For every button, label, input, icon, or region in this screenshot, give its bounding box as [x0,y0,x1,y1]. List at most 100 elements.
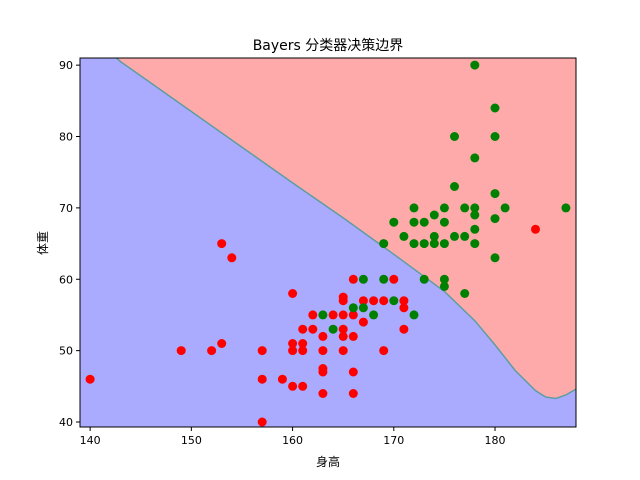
green-point [470,210,480,220]
green-point [419,274,429,284]
green-point [409,239,419,249]
x-tick-label: 140 [80,434,101,447]
green-point [450,182,459,191]
red-point [348,274,358,284]
green-point [379,274,389,284]
green-point [439,281,449,291]
red-point [328,310,338,320]
green-point [429,210,439,220]
red-point [531,224,540,234]
red-point [288,339,298,348]
red-point [227,253,237,263]
green-point [470,60,480,70]
green-point [379,239,389,249]
green-point [470,203,480,213]
y-axis-label: 体重 [36,231,50,255]
green-point [490,253,500,263]
green-point [500,203,510,213]
red-point [318,331,328,341]
red-point [288,381,298,391]
green-point [328,324,338,334]
x-tick-label: 170 [383,434,404,447]
decision-boundary-line [115,58,576,400]
red-point [399,324,409,334]
green-point [348,303,358,313]
x-tick-label: 180 [485,434,506,447]
red-point [338,324,348,334]
green-point [470,239,480,249]
green-point [470,153,480,163]
green-point [450,132,459,141]
chart-title: Bayers 分类器决策边界 [253,37,404,54]
red-point [298,324,308,334]
green-point [439,203,449,213]
green-point [439,274,449,284]
red-point [338,346,348,356]
green-point [429,239,439,249]
red-point [318,389,328,398]
x-tick-label: 160 [282,434,303,447]
green-point [389,296,399,306]
green-point [490,103,500,113]
y-tick-label: 60 [59,273,73,286]
green-point [318,310,328,320]
red-point [298,339,308,348]
red-point [379,296,389,306]
red-point [318,364,328,373]
red-point [176,346,186,356]
red-point [257,346,267,356]
red-point [399,296,409,306]
green-point [409,310,419,320]
green-point [439,217,449,227]
red-point [318,346,328,356]
red-point [358,296,368,306]
green-point [369,310,379,320]
x-axis-label: 身高 [316,454,340,469]
red-point [257,417,267,427]
red-point [348,367,358,377]
green-point [439,239,449,249]
red-point [308,324,318,334]
green-point [399,231,409,241]
green-point [490,189,500,199]
red-point [298,381,308,391]
lower-region [80,58,576,427]
y-tick-label: 40 [59,416,73,429]
red-point [85,374,95,384]
green-point [358,274,368,284]
green-point [389,217,399,227]
red-point [338,310,348,320]
red-point [217,339,227,348]
green-point [419,217,429,227]
red-point [389,274,399,284]
green-point [450,231,459,241]
red-point [338,331,348,341]
green-point [409,203,419,213]
red-point [257,374,267,384]
red-point [369,296,379,306]
y-tick-label: 90 [59,59,73,72]
green-point [358,303,368,313]
red-point [288,346,298,356]
green-point [419,239,429,249]
green-point [409,217,419,227]
red-point [348,310,358,320]
green-point [460,289,470,298]
red-point [348,389,358,398]
green-point [470,224,480,234]
red-point [298,346,308,356]
green-point [460,203,470,213]
red-point [379,346,389,356]
red-point [217,239,227,249]
x-tick-label: 150 [181,434,202,447]
red-point [207,346,217,356]
green-point [460,231,470,241]
red-point [338,292,348,302]
green-point [429,231,439,241]
plot-frame [79,57,577,428]
red-point [277,374,287,384]
y-tick-label: 80 [59,131,73,144]
green-point [490,132,500,141]
red-point [399,303,409,313]
